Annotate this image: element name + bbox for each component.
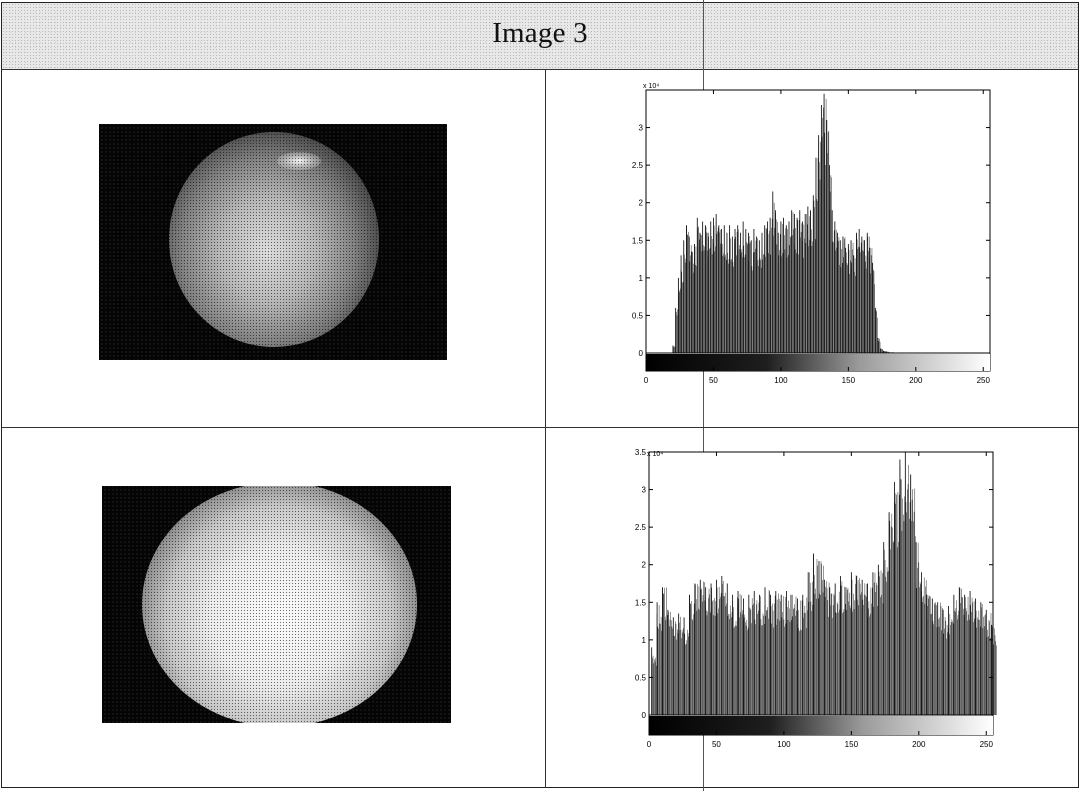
y-tick-label: 2.5 [632, 161, 644, 170]
x-tick-label: 250 [980, 740, 994, 749]
x-tick-label: 100 [774, 376, 788, 385]
x-tick-label: 200 [909, 376, 923, 385]
eye-image-enhanced-grain [102, 486, 451, 723]
histogram-2: 0 50 100 150 200 250 0 0.5 1 1.5 2 2.5 3 3.5 x 10⁴ [635, 448, 997, 749]
scan-line [703, 0, 704, 791]
y-tick-label: 2 [639, 199, 644, 208]
header-bar: Image 3 [2, 3, 1078, 70]
grayscale-colorbar [646, 354, 990, 371]
grayscale-colorbar [649, 716, 993, 735]
eye-image-original [99, 124, 447, 360]
x-tick-label: 200 [912, 740, 926, 749]
x-tick-label: 0 [644, 376, 649, 385]
x-tick-label: 150 [845, 740, 859, 749]
y-tick-label: 0.5 [632, 311, 644, 320]
y-tick-label: 1.5 [632, 236, 644, 245]
y-tick-label: 0 [642, 711, 647, 720]
y-tick-label: 3 [642, 486, 647, 495]
y-tick-label: 2 [642, 561, 647, 570]
x-tick-label: 250 [977, 376, 991, 385]
y-tick-label: 1.5 [635, 598, 647, 607]
y-tick-label: 0.5 [635, 673, 647, 682]
y-exponent-label: x 10⁴ [647, 451, 663, 458]
y-tick-label: 3 [639, 124, 644, 133]
x-tick-label: 100 [777, 740, 791, 749]
y-tick-label: 2.5 [635, 523, 647, 532]
y-exponent-label: x 10⁴ [643, 83, 659, 90]
page-title: Image 3 [492, 17, 588, 49]
x-tick-label: 150 [842, 376, 856, 385]
x-tick-label: 0 [647, 740, 652, 749]
eye-image-original-grain [99, 124, 447, 360]
eye-image-enhanced [102, 486, 451, 723]
histogram-1: 0 50 100 150 200 250 0 0.5 1 1.5 2 2.5 3 x 10⁴ [632, 83, 991, 385]
x-tick-label: 50 [709, 376, 718, 385]
row-divider [2, 427, 1078, 428]
y-tick-label: 0 [639, 349, 644, 358]
y-tick-label: 3.5 [635, 448, 647, 457]
column-divider [545, 69, 546, 788]
y-tick-label: 1 [639, 274, 644, 283]
y-tick-label: 1 [642, 636, 647, 645]
x-tick-label: 50 [712, 740, 721, 749]
